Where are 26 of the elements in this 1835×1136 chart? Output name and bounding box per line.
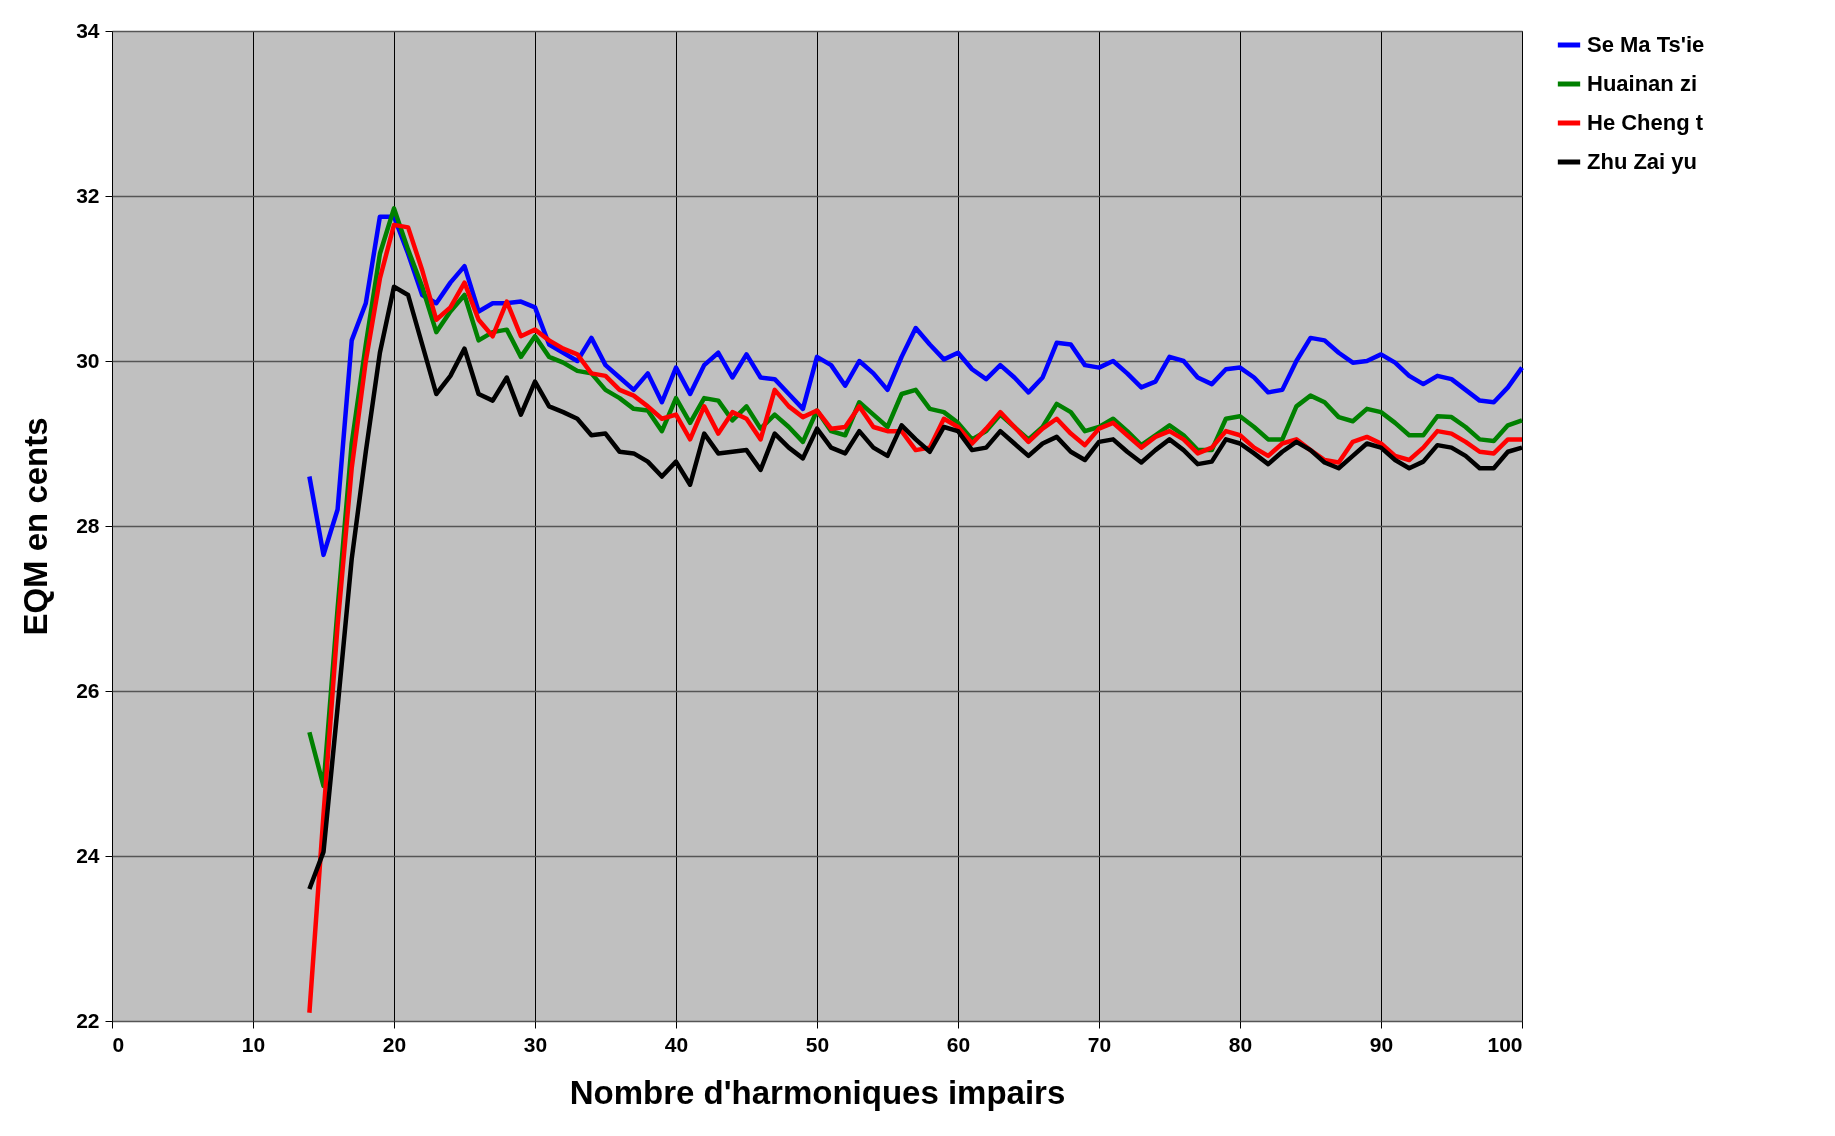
y-tick-label: 24 xyxy=(76,843,100,867)
line-series xyxy=(307,214,1525,558)
y-tick-label: 30 xyxy=(76,348,100,372)
x-tick-label: 30 xyxy=(523,1032,548,1056)
x-tick-label: 80 xyxy=(1228,1032,1253,1056)
y-tick-label: 28 xyxy=(76,513,100,537)
y-tick-label: 32 xyxy=(76,183,100,207)
x-tick-label: 90 xyxy=(1369,1032,1394,1056)
y-tick-label: 34 xyxy=(76,18,100,42)
y-tick-label: 22 xyxy=(76,1008,100,1032)
x-tick-label: 10 xyxy=(241,1032,266,1056)
x-tick-label: 70 xyxy=(1087,1032,1112,1056)
x-tick-label: 100 xyxy=(1487,1032,1523,1056)
legend-label: Huainan zi xyxy=(1587,71,1698,96)
y-tick-label: 26 xyxy=(76,678,100,702)
line-series xyxy=(307,222,1525,1015)
x-axis-title: Nombre d'harmoniques impairs xyxy=(569,1073,1066,1111)
y-axis-title: EQM en cents xyxy=(17,417,55,636)
legend-label: Se Ma Ts'ie xyxy=(1587,32,1705,57)
legend-label: He Cheng t xyxy=(1587,110,1704,135)
x-tick-label: 40 xyxy=(664,1032,689,1056)
x-tick-label: 50 xyxy=(805,1032,830,1056)
x-tick-label: 20 xyxy=(382,1032,407,1056)
x-tick-label: 0 xyxy=(112,1032,125,1056)
legend-label: Zhu Zai yu xyxy=(1587,149,1697,174)
x-tick-label: 60 xyxy=(946,1032,971,1056)
